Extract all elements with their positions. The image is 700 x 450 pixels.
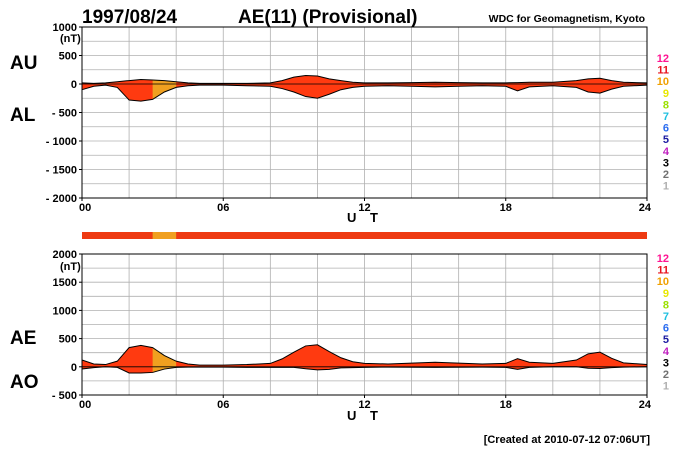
- au-al-x-tick-label: 24: [639, 202, 652, 214]
- ae-ao-legend-item: 4: [663, 346, 670, 358]
- ae-ao-y-tick-label: 1500: [53, 277, 77, 289]
- au-al-y-tick-label: - 1000: [46, 136, 77, 148]
- ae-ao-x-tick-label: 18: [500, 399, 512, 411]
- au-al-legend-item: 6: [663, 123, 669, 135]
- au-al-legend-item: 7: [663, 111, 669, 123]
- ae-ao-legend-item: 8: [663, 299, 669, 311]
- au-al-legend-item: 11: [657, 65, 669, 77]
- ae-ao-x-tick-label: 12: [358, 399, 370, 411]
- ae-ao-x-axis-title: U T: [347, 408, 383, 423]
- au-al-y-tick-label: 0: [71, 79, 77, 91]
- ae-ao-x-tick-label: 24: [639, 399, 652, 411]
- au-al-y-tick-label: 1000: [53, 22, 77, 34]
- au-side-label: AU: [10, 53, 37, 74]
- chart-date: 1997/08/24: [82, 7, 178, 28]
- station-coverage-bar: [82, 232, 647, 239]
- ae-ao-y-tick-label: 0: [71, 362, 77, 374]
- ae-ao-y-tick-label: 500: [59, 334, 77, 346]
- au-al-y-tick-label: - 500: [52, 108, 77, 120]
- ae-ao-legend-item: 5: [663, 334, 669, 346]
- au-al-y-axis: 1000 500 0 - 500 - 1000 - 1500 - 2000: [46, 22, 82, 205]
- ae-ao-y-axis: 2000 1500 1000 500 0 - 500: [52, 249, 82, 402]
- au-al-unit-label: (nT): [60, 33, 81, 45]
- chart-source: WDC for Geomagnetism, Kyoto: [489, 13, 645, 25]
- au-al-x-axis-title: U T: [347, 210, 383, 225]
- au-al-x-tick-label: 12: [358, 202, 370, 214]
- au-al-legend-item: 2: [663, 169, 669, 181]
- created-timestamp: [Created at 2010-07-12 07:06UT]: [484, 434, 651, 446]
- au-al-y-tick-label: - 2000: [46, 193, 77, 205]
- au-al-x-axis: 00 06 12 18 24: [79, 198, 652, 214]
- ae-ao-legend-item: 9: [663, 288, 669, 300]
- au-al-gridlines: [82, 27, 647, 198]
- ae-ao-gridlines: [82, 254, 647, 395]
- au-al-x-tick-label: 18: [500, 202, 512, 214]
- au-al-legend-item: 1: [663, 181, 669, 193]
- au-al-legend-item: 3: [663, 157, 669, 169]
- ae-ao-unit-label: (nT): [60, 261, 81, 273]
- station-bar-full-coverage: [82, 232, 647, 239]
- ae-ao-legend-item: 7: [663, 311, 669, 323]
- ae-ao-x-axis: 00 06 12 18 24: [79, 395, 652, 411]
- ae-ao-legend-item: 12: [657, 253, 669, 265]
- ae-ao-legend-item: 11: [657, 265, 669, 277]
- ae-ao-legend-item: 3: [663, 357, 669, 369]
- au-al-x-tick-label: 06: [217, 202, 229, 214]
- station-bar-partial-coverage: [152, 232, 177, 239]
- chart-title: AE(11) (Provisional): [238, 7, 418, 28]
- au-al-x-tick-label: 00: [79, 202, 91, 214]
- ae-side-label: AE: [10, 328, 36, 349]
- ae-ao-legend-item: 2: [663, 369, 669, 381]
- au-al-legend-item: 12: [657, 53, 669, 65]
- au-al-legend-item: 9: [663, 88, 669, 100]
- au-al-series-au-line: [81, 74, 648, 84]
- au-al-y-tick-label: - 1500: [46, 165, 77, 177]
- ae-ao-legend-item: 10: [657, 276, 669, 288]
- ae-ao-y-tick-label: 1000: [53, 305, 77, 317]
- au-al-y-tick-label: 500: [59, 51, 77, 63]
- ao-side-label: AO: [10, 372, 39, 393]
- au-al-legend-item: 8: [663, 99, 669, 111]
- au-al-legend-item: 4: [663, 146, 670, 158]
- au-al-series-al-line: [81, 84, 648, 102]
- au-al-legend-item: 5: [663, 134, 669, 146]
- ae-ao-legend-item: 6: [663, 323, 669, 335]
- ae-ao-legend-item: 1: [663, 381, 669, 393]
- ae-ao-y-tick-label: - 500: [52, 390, 77, 402]
- ae-ao-x-tick-label: 06: [217, 399, 229, 411]
- ae-ao-series-ae-line: [81, 344, 648, 366]
- ae-ao-x-tick-label: 00: [79, 399, 91, 411]
- al-side-label: AL: [10, 105, 36, 126]
- au-al-legend-item: 10: [657, 76, 669, 88]
- ae-ao-y-tick-label: 2000: [53, 249, 77, 261]
